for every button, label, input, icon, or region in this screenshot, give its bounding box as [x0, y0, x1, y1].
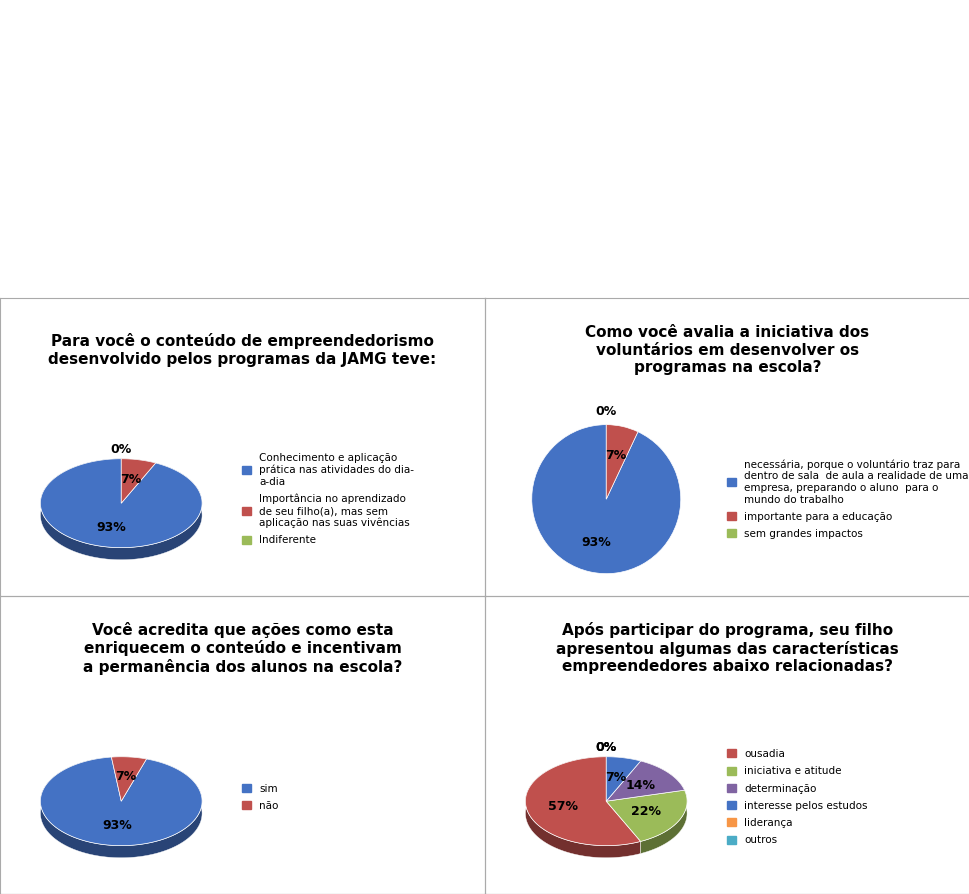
Polygon shape [41, 459, 202, 548]
Polygon shape [606, 756, 640, 773]
Polygon shape [121, 459, 155, 475]
Text: 57%: 57% [547, 800, 578, 813]
Text: Como você avalia a iniciativa dos
voluntários em desenvolver os
programas na esc: Como você avalia a iniciativa dos volunt… [585, 325, 868, 375]
Legend: necessária, porque o voluntário traz para
dentro de sala  de aula a realidade de: necessária, porque o voluntário traz par… [727, 460, 968, 539]
Polygon shape [606, 761, 684, 801]
Polygon shape [606, 756, 640, 801]
Polygon shape [121, 459, 155, 503]
Legend: Conhecimento e aplicação
prática nas atividades do dia-
a-dia, Importância no ap: Conhecimento e aplicação prática nas ati… [242, 452, 414, 545]
Legend: ousadia, iniciativa e atitude, determinação, interesse pelos estudos, liderança,: ousadia, iniciativa e atitude, determina… [727, 749, 867, 846]
Polygon shape [41, 757, 202, 857]
Text: Após participar do programa, seu filho
apresentou algumas das características
em: Após participar do programa, seu filho a… [555, 622, 898, 674]
Polygon shape [525, 756, 640, 846]
Wedge shape [531, 425, 680, 574]
Polygon shape [111, 756, 146, 801]
Text: Para você o conteúdo de empreendedorismo
desenvolvido pelos programas da JAMG te: Para você o conteúdo de empreendedorismo… [48, 333, 436, 367]
Text: 22%: 22% [631, 805, 661, 818]
Text: 93%: 93% [102, 819, 132, 832]
Legend: sim, não: sim, não [242, 783, 278, 811]
Text: 0%: 0% [595, 405, 616, 417]
Polygon shape [640, 790, 686, 854]
Text: 93%: 93% [97, 520, 126, 534]
Polygon shape [111, 756, 146, 772]
Polygon shape [606, 790, 686, 841]
Polygon shape [41, 757, 202, 846]
Text: 7%: 7% [605, 449, 626, 462]
Text: 7%: 7% [120, 473, 141, 485]
Text: Você acredita que ações como esta
enriquecem o conteúdo e incentivam
a permanênc: Você acredita que ações como esta enriqu… [82, 621, 402, 675]
Text: 93%: 93% [581, 536, 610, 549]
Text: 7%: 7% [115, 771, 136, 783]
Text: 0%: 0% [595, 741, 616, 755]
Text: 14%: 14% [625, 779, 655, 792]
Text: 7%: 7% [605, 771, 626, 784]
Wedge shape [606, 425, 638, 499]
Polygon shape [640, 761, 684, 802]
Polygon shape [525, 756, 640, 857]
Text: 0%: 0% [595, 741, 616, 755]
Text: 0%: 0% [110, 443, 132, 456]
Polygon shape [41, 459, 202, 560]
